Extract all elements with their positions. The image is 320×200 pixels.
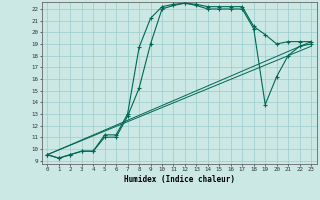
X-axis label: Humidex (Indice chaleur): Humidex (Indice chaleur): [124, 175, 235, 184]
